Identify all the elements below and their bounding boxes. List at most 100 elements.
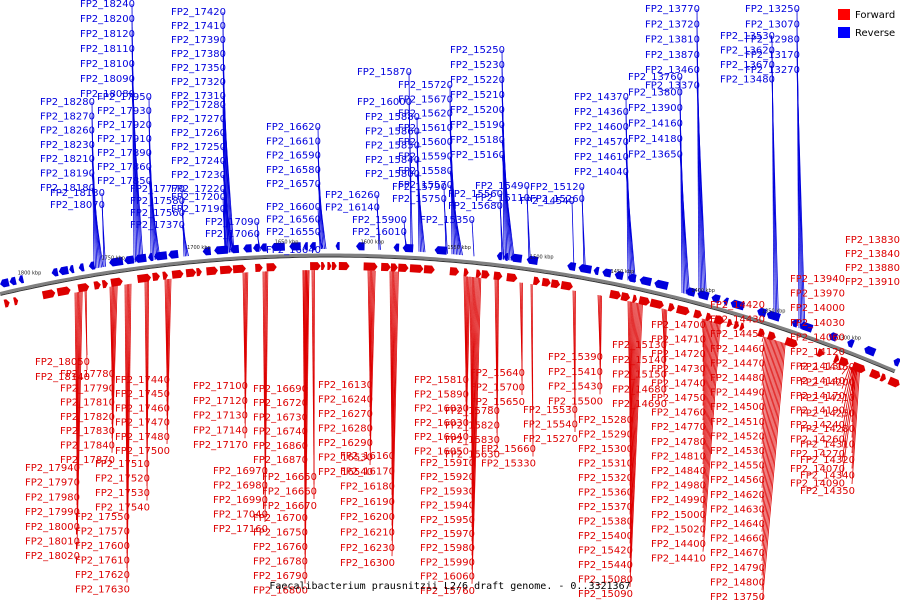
- reverse-gene-label[interactable]: FP2_16620: [266, 122, 321, 133]
- reverse-gene-label[interactable]: FP2_14040: [574, 167, 629, 178]
- forward-gene-label[interactable]: FP2_15820: [445, 421, 500, 432]
- forward-gene-label[interactable]: FP2_16670: [262, 501, 317, 512]
- reverse-gene-label[interactable]: FP2_17200: [171, 192, 226, 203]
- reverse-gene-label[interactable]: FP2_15490: [475, 181, 530, 192]
- forward-gene-label[interactable]: FP2_15640: [470, 368, 525, 379]
- forward-gene-label[interactable]: FP2_14320: [800, 455, 855, 466]
- reverse-gene-label[interactable]: FP2_14610: [574, 152, 629, 163]
- forward-gene-label[interactable]: FP2_14760: [651, 408, 706, 419]
- forward-gene-label[interactable]: FP2_14500: [710, 402, 765, 413]
- forward-gene-label[interactable]: FP2_15090: [578, 589, 633, 600]
- forward-gene-label[interactable]: FP2_15830: [445, 435, 500, 446]
- forward-gene-label[interactable]: FP2_14510: [710, 417, 765, 428]
- reverse-gene-label[interactable]: FP2_13070: [745, 19, 800, 30]
- reverse-gene-label[interactable]: FP2_18120: [80, 29, 135, 40]
- reverse-gene-label[interactable]: FP2_16140: [325, 203, 380, 214]
- reverse-gene-label[interactable]: FP2_16260: [325, 190, 380, 201]
- forward-gene-label[interactable]: FP2_14410: [651, 554, 706, 565]
- reverse-gene-label[interactable]: FP2_15110: [475, 193, 530, 204]
- reverse-gene-label[interactable]: FP2_17370: [130, 220, 185, 231]
- forward-gene-label[interactable]: FP2_16130: [318, 380, 373, 391]
- forward-gene-label[interactable]: FP2_17510: [95, 459, 150, 470]
- forward-gene-label[interactable]: FP2_13840: [845, 249, 900, 260]
- forward-gene-label[interactable]: FP2_14780: [651, 437, 706, 448]
- reverse-gene-label[interactable]: FP2_15560: [448, 189, 503, 200]
- reverse-gene-label[interactable]: FP2_14570: [574, 137, 629, 148]
- forward-gene-label[interactable]: FP2_15780: [445, 406, 500, 417]
- forward-gene-label[interactable]: FP2_14800: [710, 577, 765, 588]
- reverse-gene-label[interactable]: FP2_17250: [171, 142, 226, 153]
- forward-gene-label[interactable]: FP2_14630: [710, 504, 765, 515]
- reverse-gene-label[interactable]: FP2_13370: [645, 81, 700, 92]
- forward-gene-label[interactable]: FP2_13940: [790, 274, 845, 285]
- reverse-gene-label[interactable]: FP2_15850: [365, 141, 420, 152]
- forward-gene-label[interactable]: FP2_18020: [25, 551, 80, 562]
- forward-gene-label[interactable]: FP2_18000: [25, 522, 80, 533]
- forward-gene-label[interactable]: FP2_15270: [523, 434, 578, 445]
- forward-gene-label[interactable]: FP2_17630: [75, 585, 130, 596]
- forward-gene-label[interactable]: FP2_15130: [612, 340, 667, 351]
- forward-gene-label[interactable]: FP2_16270: [318, 409, 373, 420]
- reverse-gene-label[interactable]: FP2_17390: [171, 35, 226, 46]
- reverse-gene-label[interactable]: FP2_17190: [171, 204, 226, 215]
- forward-gene-label[interactable]: FP2_17870: [60, 455, 115, 466]
- reverse-gene-label[interactable]: FP2_14180: [628, 134, 683, 145]
- reverse-gene-label[interactable]: FP2_15800: [365, 169, 420, 180]
- reverse-gene-label[interactable]: FP2_16580: [266, 165, 321, 176]
- forward-gene-label[interactable]: FP2_17820: [60, 412, 115, 423]
- reverse-gene-label[interactable]: FP2_15880: [365, 112, 420, 123]
- forward-gene-label[interactable]: FP2_16860: [253, 441, 308, 452]
- forward-gene-label[interactable]: FP2_17140: [193, 425, 248, 436]
- forward-gene-label[interactable]: FP2_15700: [470, 383, 525, 394]
- forward-gene-label[interactable]: FP2_14090: [790, 478, 845, 489]
- reverse-gene-label[interactable]: FP2_18260: [40, 126, 95, 137]
- reverse-gene-label[interactable]: FP2_15260: [530, 194, 585, 205]
- forward-gene-label[interactable]: FP2_14120: [790, 347, 845, 358]
- forward-gene-label[interactable]: FP2_17130: [193, 411, 248, 422]
- forward-gene-label[interactable]: FP2_18140: [35, 372, 90, 383]
- forward-gene-label[interactable]: FP2_14240: [790, 420, 845, 431]
- reverse-gene-label[interactable]: FP2_13770: [645, 4, 700, 15]
- forward-gene-label[interactable]: FP2_15980: [420, 543, 475, 554]
- forward-gene-label[interactable]: FP2_16530: [318, 453, 373, 464]
- forward-gene-label[interactable]: FP2_16300: [340, 558, 395, 569]
- reverse-gene-label[interactable]: FP2_17240: [171, 156, 226, 167]
- reverse-gene-label[interactable]: FP2_18110: [80, 44, 135, 55]
- forward-gene-label[interactable]: FP2_17810: [60, 398, 115, 409]
- forward-gene-label[interactable]: FP2_16290: [318, 438, 373, 449]
- forward-gene-label[interactable]: FP2_16240: [318, 395, 373, 406]
- forward-gene-label[interactable]: FP2_17570: [75, 527, 130, 538]
- forward-gene-label[interactable]: FP2_14210: [800, 393, 855, 404]
- forward-gene-label[interactable]: FP2_17990: [25, 507, 80, 518]
- forward-gene-label[interactable]: FP2_14740: [651, 378, 706, 389]
- reverse-gene-label[interactable]: FP2_17320: [171, 77, 226, 88]
- reverse-gene-label[interactable]: FP2_18070: [50, 200, 105, 211]
- forward-gene-label[interactable]: FP2_15140: [612, 355, 667, 366]
- reverse-gene-label[interactable]: FP2_16000: [357, 97, 412, 108]
- reverse-gene-label[interactable]: FP2_15670: [398, 94, 453, 105]
- reverse-gene-label[interactable]: FP2_13250: [745, 4, 800, 15]
- reverse-gene-label[interactable]: FP2_18180: [40, 183, 95, 194]
- forward-gene-label[interactable]: FP2_14840: [651, 466, 706, 477]
- reverse-gene-label[interactable]: FP2_15600: [398, 137, 453, 148]
- forward-gene-label[interactable]: FP2_15940: [420, 501, 475, 512]
- forward-gene-label[interactable]: FP2_15370: [578, 502, 633, 513]
- forward-gene-label[interactable]: FP2_16760: [253, 542, 308, 553]
- forward-gene-label[interactable]: FP2_18010: [25, 537, 80, 548]
- forward-gene-label[interactable]: FP2_14700: [651, 320, 706, 331]
- forward-gene-label[interactable]: FP2_15390: [548, 352, 603, 363]
- forward-gene-label[interactable]: FP2_17780: [60, 369, 115, 380]
- reverse-gene-label[interactable]: FP2_18230: [40, 140, 95, 151]
- forward-gene-label[interactable]: FP2_14350: [800, 486, 855, 497]
- reverse-gene-label[interactable]: FP2_13810: [645, 35, 700, 46]
- reverse-gene-label[interactable]: FP2_13900: [628, 103, 683, 114]
- forward-gene-label[interactable]: FP2_16780: [253, 557, 308, 568]
- reverse-gene-label[interactable]: FP2_15250: [450, 45, 505, 56]
- reverse-gene-label[interactable]: FP2_13800: [628, 88, 683, 99]
- forward-gene-label[interactable]: FP2_15970: [420, 529, 475, 540]
- forward-gene-label[interactable]: FP2_15810: [414, 375, 469, 386]
- reverse-gene-label[interactable]: FP2_15350: [420, 215, 475, 226]
- forward-gene-label[interactable]: FP2_17160: [213, 524, 268, 535]
- forward-gene-label[interactable]: FP2_13830: [845, 235, 900, 246]
- forward-gene-label[interactable]: FP2_16970: [213, 466, 268, 477]
